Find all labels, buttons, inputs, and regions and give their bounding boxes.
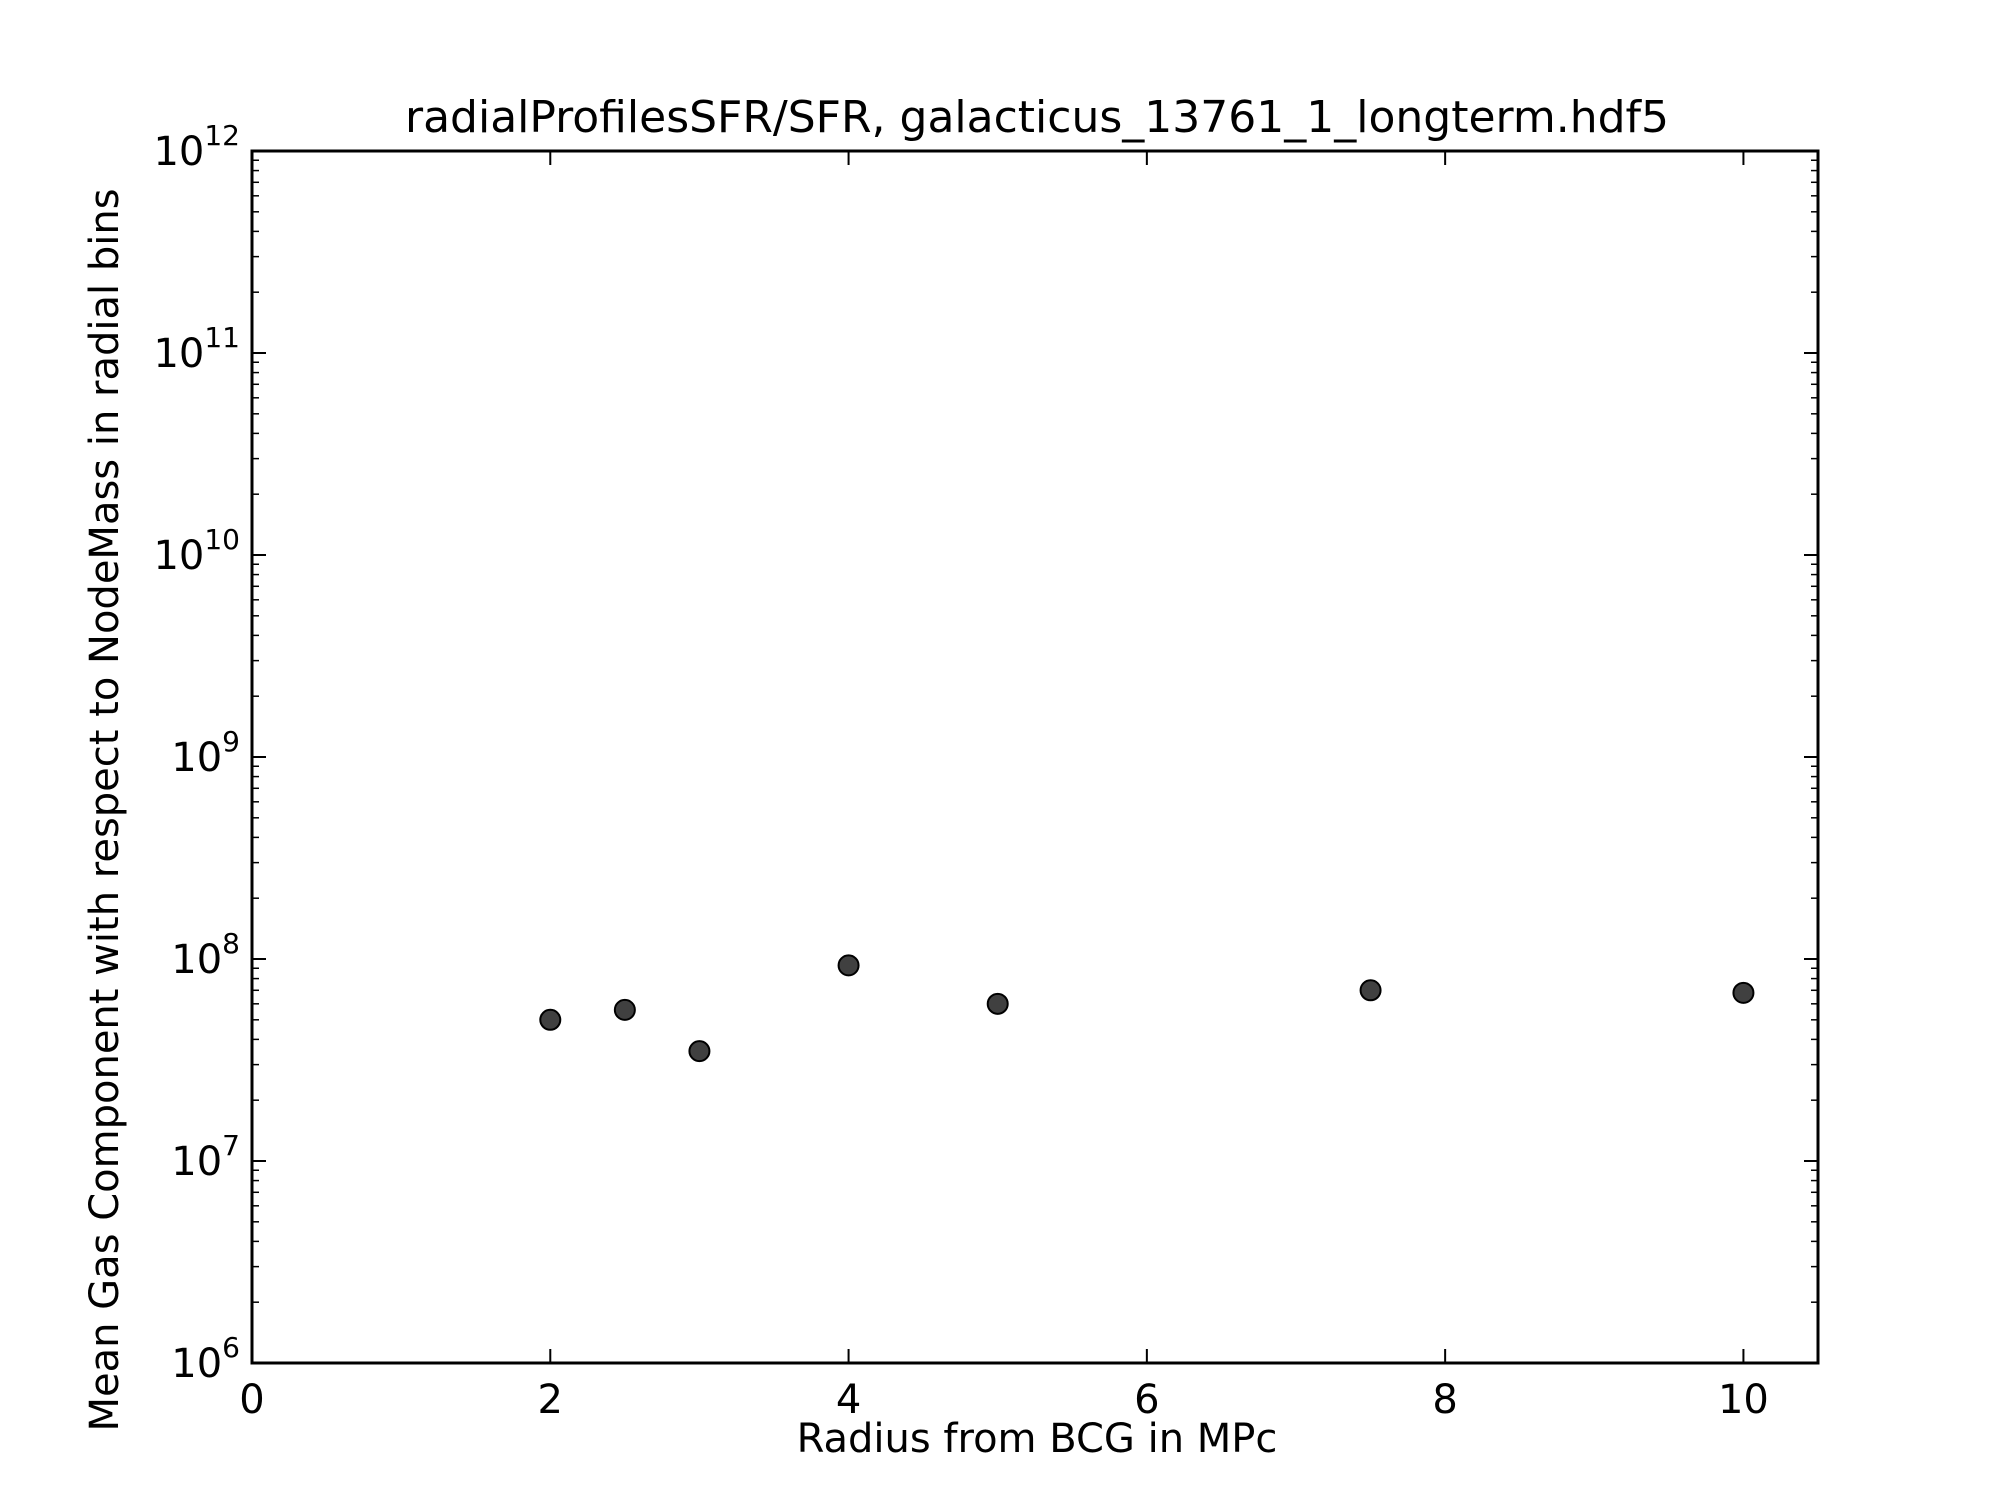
y-tick-label: 1012 bbox=[153, 119, 240, 175]
axis-ticks: 0 2 4 6 8 10 106 107 108 109 1010 1011 1012 bbox=[153, 119, 1818, 1423]
data-point bbox=[539, 1008, 562, 1031]
data-point bbox=[986, 992, 1009, 1015]
x-tick-label: 4 bbox=[836, 1377, 861, 1423]
plot-frame bbox=[250, 149, 1820, 1365]
data-point bbox=[1732, 981, 1755, 1004]
x-tick-label: 0 bbox=[239, 1377, 264, 1423]
x-tick-label: 2 bbox=[538, 1377, 563, 1423]
y-tick-label: 1010 bbox=[153, 523, 240, 579]
x-axis-label: Radius from BCG in MPc bbox=[797, 1416, 1278, 1462]
y-tick-label: 108 bbox=[171, 927, 240, 983]
data-point bbox=[837, 954, 860, 977]
x-tick-label: 6 bbox=[1134, 1377, 1159, 1423]
chart-title: radialProfilesSFR/SFR, galacticus_13761_… bbox=[405, 92, 1669, 143]
data-point bbox=[613, 998, 636, 1021]
data-point bbox=[688, 1040, 711, 1063]
x-tick-label: 10 bbox=[1718, 1377, 1769, 1423]
y-tick-label: 106 bbox=[171, 1331, 240, 1387]
y-axis-label: Mean Gas Component with respect to NodeM… bbox=[82, 188, 128, 1431]
data-points bbox=[539, 954, 1755, 1063]
y-tick-label: 107 bbox=[171, 1129, 240, 1185]
y-tick-label: 109 bbox=[171, 725, 240, 781]
y-tick-label: 1011 bbox=[153, 321, 240, 377]
x-tick-label: 8 bbox=[1432, 1377, 1457, 1423]
data-point bbox=[1359, 979, 1382, 1002]
